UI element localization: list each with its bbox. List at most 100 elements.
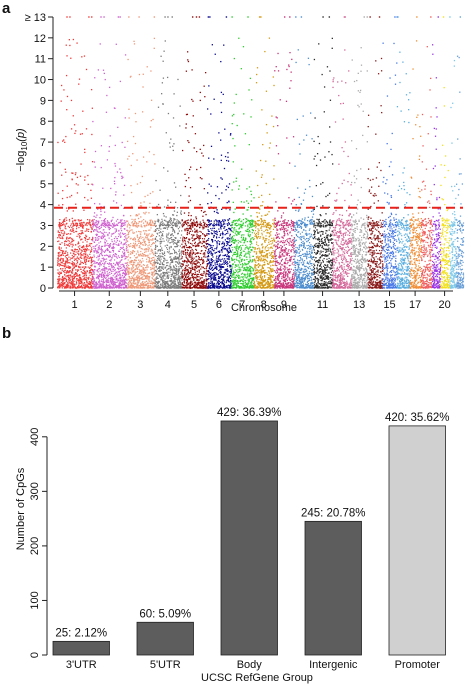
snp-point — [146, 275, 148, 277]
snp-point — [203, 188, 205, 190]
snp-point — [151, 221, 154, 223]
snp-point — [82, 276, 84, 278]
snp-point — [140, 270, 142, 272]
snp-point — [196, 225, 198, 228]
snp-point — [104, 262, 106, 264]
snp-point — [166, 239, 168, 241]
snp-point — [60, 279, 62, 281]
snp-point — [127, 261, 129, 264]
snp-point — [180, 212, 182, 214]
snp-point — [114, 283, 117, 286]
snp-point — [97, 262, 99, 265]
snp-point — [199, 287, 201, 289]
snp-point — [144, 195, 146, 198]
snp-point — [166, 277, 168, 279]
snp-point — [64, 224, 66, 226]
snp-point — [192, 224, 194, 226]
snp-point — [215, 231, 217, 233]
snp-point — [80, 271, 82, 273]
snp-point — [80, 225, 82, 228]
snp-point — [60, 100, 62, 102]
snp-point — [123, 207, 125, 209]
snp-point — [147, 282, 149, 284]
snp-point — [90, 247, 93, 249]
snp-point — [147, 194, 149, 196]
snp-point — [78, 254, 80, 256]
snp-point — [128, 224, 131, 226]
snp-point — [124, 271, 126, 273]
snp-point-capped — [138, 16, 140, 18]
snp-point — [191, 230, 194, 232]
snp-point — [114, 144, 116, 147]
snp-point — [229, 235, 231, 237]
snp-point — [104, 286, 107, 288]
snp-point — [97, 223, 99, 225]
snp-point — [139, 263, 141, 265]
snp-point — [193, 268, 195, 270]
snp-point — [114, 268, 116, 271]
snp-point — [141, 248, 143, 250]
snp-point — [126, 234, 128, 236]
snp-point — [200, 223, 202, 225]
snp-point — [80, 163, 82, 165]
snp-point — [72, 230, 74, 232]
snp-point — [153, 281, 155, 283]
snp-point — [121, 256, 123, 258]
snp-point — [144, 267, 147, 269]
snp-point — [110, 235, 113, 237]
snp-point — [80, 252, 82, 254]
snp-point — [178, 256, 180, 259]
snp-point — [193, 252, 195, 254]
snp-point — [229, 286, 231, 288]
snp-point — [158, 287, 160, 289]
snp-point — [161, 281, 164, 283]
snp-point — [186, 262, 188, 264]
snp-point — [65, 250, 67, 252]
snp-point — [175, 201, 177, 203]
snp-point — [137, 285, 139, 287]
snp-point — [172, 228, 174, 230]
snp-point — [71, 286, 73, 288]
snp-point — [194, 273, 197, 275]
snp-point — [110, 187, 112, 190]
snp-point — [57, 258, 60, 260]
snp-point — [228, 256, 231, 258]
snp-point — [169, 242, 171, 244]
snp-point — [184, 267, 186, 270]
snp-point — [205, 287, 207, 289]
snp-point — [62, 254, 64, 256]
snp-point — [141, 269, 143, 271]
snp-point — [105, 260, 107, 263]
snp-point — [156, 268, 158, 270]
snp-point — [170, 259, 172, 261]
snp-point — [194, 265, 196, 268]
snp-point — [93, 250, 95, 252]
snp-point — [211, 280, 213, 282]
snp-point — [81, 261, 84, 264]
snp-point — [114, 272, 117, 274]
snp-point — [104, 274, 106, 276]
snp-point — [198, 287, 200, 289]
snp-point — [61, 174, 63, 176]
snp-point — [178, 255, 181, 258]
snp-point — [62, 204, 64, 206]
snp-point — [91, 238, 94, 240]
snp-point — [119, 275, 121, 277]
snp-point — [127, 234, 130, 236]
snp-point — [201, 281, 204, 283]
snp-point — [92, 237, 94, 239]
snp-point — [99, 283, 102, 285]
snp-point — [65, 251, 67, 253]
snp-point — [151, 277, 153, 279]
snp-point — [118, 244, 120, 246]
snp-point — [192, 259, 194, 261]
snp-point — [140, 243, 142, 245]
snp-point — [223, 226, 225, 228]
snp-point — [118, 271, 120, 273]
snp-point — [104, 267, 106, 270]
snp-point — [81, 286, 83, 288]
snp-point — [177, 262, 179, 264]
snp-point — [59, 234, 61, 236]
snp-point — [183, 224, 185, 226]
snp-point — [177, 241, 179, 243]
